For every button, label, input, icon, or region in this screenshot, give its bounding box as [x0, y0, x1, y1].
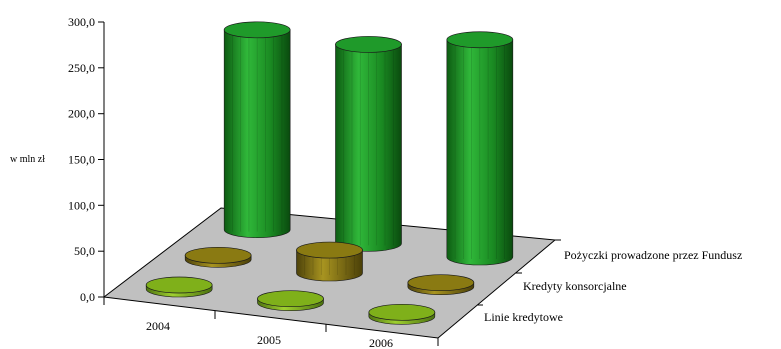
series-label: Pożyczki prowadzone przez Fundusz	[564, 248, 742, 262]
y-tick: 150,0	[68, 153, 104, 167]
bar-cylinder	[223, 21, 291, 238]
bar-top	[145, 276, 213, 294]
y-tick-label: 100,0	[68, 198, 95, 212]
category-label: 2005	[257, 333, 281, 347]
bar-cylinder	[296, 241, 363, 282]
bar-body	[296, 249, 363, 282]
bar-cylinder	[407, 274, 475, 295]
bars	[145, 21, 514, 325]
y-tick-label: 50,0	[74, 244, 95, 258]
y-tick: 0,0	[80, 290, 104, 304]
bar-body	[223, 29, 291, 238]
y-ticks: 0,0 50,0 100,0 150,0 200,0 250,0 300,0	[68, 15, 104, 304]
bar-cylinder	[335, 36, 402, 252]
y-tick: 250,0	[68, 61, 104, 75]
y-tick-label: 200,0	[68, 107, 95, 121]
bar-cylinder	[368, 303, 436, 325]
series-label: Linie kredytowe	[484, 310, 563, 324]
category-label: 2004	[146, 319, 170, 333]
y-tick: 50,0	[74, 244, 104, 258]
bar-cylinder	[184, 246, 252, 268]
y-tick-label: 300,0	[68, 15, 95, 29]
y-tick: 200,0	[68, 107, 104, 121]
bar-top	[296, 241, 363, 259]
bar-top	[257, 290, 324, 308]
bar-top	[184, 246, 252, 264]
bar-top	[223, 21, 291, 39]
category-label: 2006	[369, 336, 393, 349]
bar-cylinder	[257, 290, 324, 311]
bar-top	[335, 36, 402, 53]
y-tick-label: 150,0	[68, 153, 95, 167]
bar-top	[446, 31, 514, 49]
y-tick-label: 250,0	[68, 61, 95, 75]
y-axis-label: w mln zł	[10, 154, 45, 165]
y-tick: 300,0	[68, 15, 104, 29]
bar-top	[368, 303, 436, 321]
bar-cylinder	[145, 276, 213, 298]
bar-cylinder	[446, 31, 514, 266]
series-label: Kredyty konsorcjalne	[523, 279, 627, 293]
y-tick-label: 0,0	[80, 290, 95, 304]
y-tick: 100,0	[68, 198, 104, 212]
bar-body	[446, 39, 514, 266]
bar-top	[407, 274, 475, 292]
